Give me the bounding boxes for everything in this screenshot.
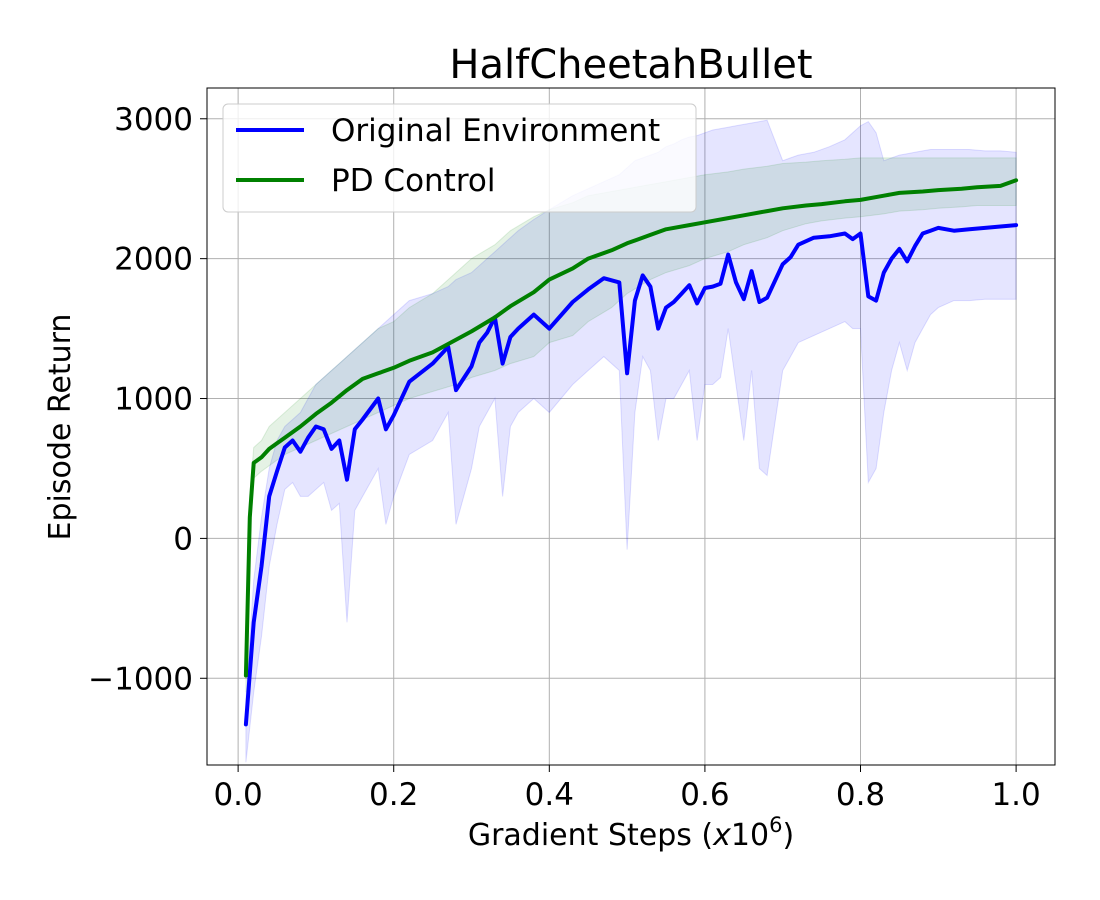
y-tick-label: 1000 <box>114 382 193 418</box>
x-tick-label: 0.0 <box>213 777 262 813</box>
x-axis-label: Gradient Steps (x106) <box>468 813 794 853</box>
band-original-environment <box>245 119 1017 763</box>
y-tick-label: 0 <box>173 521 193 557</box>
series-lines <box>243 178 1019 727</box>
x-axis-label-base: 10 <box>731 818 769 853</box>
band-pd-control <box>245 157 1017 693</box>
x-tick-label: 0.8 <box>836 777 885 813</box>
x-axis-label-suffix: ) <box>782 818 794 853</box>
x-tick-label: 0.4 <box>525 777 574 813</box>
legend: Original Environment PD Control <box>222 103 697 213</box>
x-axis-label-exponent: 6 <box>769 813 782 837</box>
y-tick-label: −1000 <box>88 661 193 697</box>
chart-title: HalfCheetahBullet <box>449 42 812 88</box>
confidence-bands <box>245 119 1017 763</box>
y-tick-label: 3000 <box>114 102 193 138</box>
legend-label-pd-control: PD Control <box>331 163 495 199</box>
y-axis-label: Episode Return <box>43 314 78 541</box>
line-original-environment <box>243 223 1019 727</box>
legend-label-original-environment: Original Environment <box>331 113 660 149</box>
x-tick-label: 0.6 <box>680 777 729 813</box>
x-tick-label: 0.2 <box>369 777 418 813</box>
x-axis-ticks: 0.0 0.2 0.4 0.6 0.8 1.0 <box>213 765 1041 813</box>
legend-box <box>222 103 697 213</box>
x-axis-label-variable: x <box>712 818 731 853</box>
y-axis-ticks: −1000 0 1000 2000 3000 <box>88 102 207 697</box>
x-axis-label-prefix: Gradient Steps ( <box>468 818 713 853</box>
plot-frame <box>206 87 1056 766</box>
x-tick-label: 1.0 <box>991 777 1040 813</box>
y-tick-label: 2000 <box>114 242 193 278</box>
line-pd-control <box>243 178 1019 678</box>
